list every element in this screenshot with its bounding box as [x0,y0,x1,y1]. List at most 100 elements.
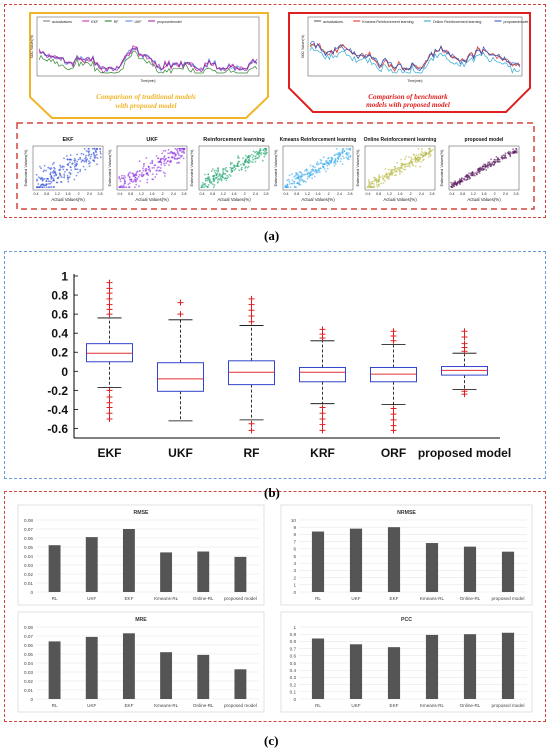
scatter-xlabel: Actual Values(%) [135,197,169,202]
scatter-point [170,156,173,159]
scatter-point [146,172,149,174]
barcharts-svg: RMSE 0.08 0.07 0.06 0.05 0.04 0.03 0.02 0.01 0 RL U… [17,504,533,713]
scatter-point [99,152,102,155]
scatter-point [312,172,315,175]
scatter-xtick: 2.4 [503,192,508,196]
scatter-point [84,168,87,171]
scatter-point [392,171,394,174]
bar-ytick-label: 0.9 [290,632,297,637]
bar [234,556,247,592]
scatter-point [398,169,401,171]
bar [349,644,363,699]
scatter-point [130,180,133,183]
scatter-point [61,166,63,169]
scatter-point [384,180,386,183]
scatter-point [307,171,310,174]
scatter-point [164,172,166,175]
box-outlier [248,420,255,427]
bar-ytick-label: 0.03 [24,563,33,568]
scatter-point [81,159,84,162]
scatter-point [466,178,469,181]
scatter-point [166,160,169,163]
scatter-point [254,160,257,163]
scatter-point [73,165,76,168]
scatter-point [53,175,56,177]
bar-category-label: UKF [351,703,360,708]
scatter-point [92,159,94,162]
scatter-point [45,186,48,189]
box-outlier [248,318,255,325]
scatter-point [404,163,407,166]
scatter-point [386,177,389,179]
scatter-point [330,156,333,159]
scatter-point [215,173,218,176]
bar-ytick-label: 7 [293,539,296,544]
scatter-point [130,178,133,181]
scatter-point [207,184,210,186]
scatter-point [341,149,344,152]
bar-category-label: Kmeans-RL [154,703,179,708]
scatter-point [59,168,62,171]
scatter-point [368,186,371,189]
scatter-point [84,157,86,160]
scatter-point [125,186,128,189]
scatter-point [285,186,287,189]
bar-ytick-label: 1 [293,625,296,630]
scatter-point [49,182,52,185]
bar-ytick-label: 9 [293,525,296,530]
scatter-point [458,178,461,180]
scatter-point [422,152,425,155]
boxplot-category-label: KRF [310,446,335,460]
scatter-point [291,173,293,176]
scatter-point [144,168,147,171]
scatter-point [299,178,301,181]
scatter-point [164,175,166,177]
scatter-point [155,155,158,157]
scatter-point [233,169,236,171]
scatter-point [119,180,122,183]
scatter-point [94,154,96,157]
scatter-point [52,169,55,172]
scatter-point [304,169,306,172]
scatter-point [328,160,331,163]
scatter-point [336,160,339,163]
scatter-point [49,171,52,174]
left-callout-frame [29,12,269,119]
boxplot-category-label: proposed model [418,446,511,460]
scatter-point [75,174,78,177]
bar [85,636,98,699]
bar-category-label: proposed model [224,596,257,601]
scatter-point [237,155,240,157]
scatter-point [302,174,305,176]
scatter-point [509,154,512,157]
scatter-point [163,164,166,167]
scatter-point [335,148,338,150]
scatter-point [294,177,297,180]
scatter-point [333,154,336,157]
scatter-point [221,174,224,177]
scatter-point [331,158,333,161]
bar-ytick-label: 0.1 [290,690,297,695]
scatter-point [322,165,324,168]
scatter-point [367,184,370,187]
scatter-point [213,174,216,177]
scatter-point [483,163,485,166]
panel-a-frame [4,4,546,218]
scatter-point [145,169,148,172]
box-outlier [106,415,113,422]
scatter-point [95,151,98,154]
scatter-point [96,163,98,166]
scatter-point [420,160,422,163]
scatter-point [378,174,381,177]
scatter-point [489,165,492,168]
scatter-point [229,175,232,177]
scatter-point [217,170,220,173]
scatter-title: Reinforcement learning [203,137,264,143]
scatter-point [161,152,164,155]
scatter-point [500,156,503,159]
bar-chart-title: RMSE [134,510,150,516]
scatter-point [218,173,221,176]
scatter-xtick: 2.8 [264,192,269,196]
scatter-point [515,148,518,151]
scatter-point [95,153,98,156]
